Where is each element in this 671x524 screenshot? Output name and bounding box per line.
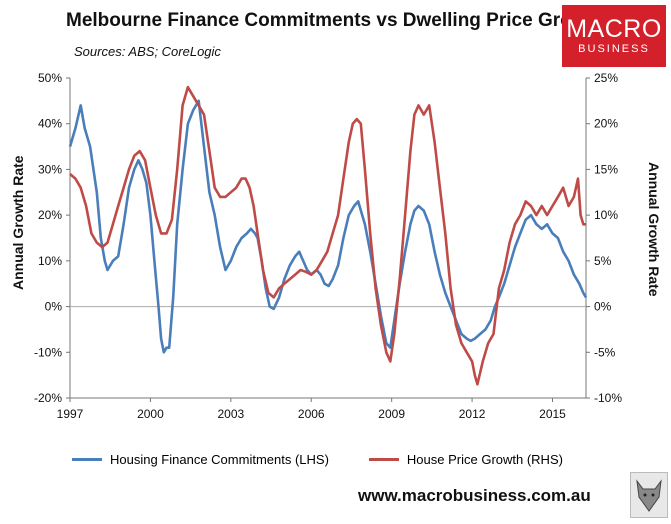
y-tick-label-left: -10% xyxy=(34,345,62,359)
y-tick-label-left: 0% xyxy=(45,300,63,314)
y-tick-label-left: -20% xyxy=(34,391,62,405)
macrobusiness-logo: MACRO BUSINESS xyxy=(562,5,666,67)
series-line-finance-commitments xyxy=(68,99,588,354)
y-tick-label-right: -10% xyxy=(594,391,622,405)
y-tick-label-left: 20% xyxy=(38,208,62,222)
y-tick-label-right: 15% xyxy=(594,162,618,176)
chart-legend: Housing Finance Commitments (LHS) House … xyxy=(72,452,563,467)
chart-title: Melbourne Finance Commitments vs Dwellin… xyxy=(66,10,605,31)
series-line-house-price-growth xyxy=(69,85,586,386)
y-tick-label-right: 20% xyxy=(594,117,618,131)
legend-label-price: House Price Growth (RHS) xyxy=(406,452,563,467)
website-url: www.macrobusiness.com.au xyxy=(358,486,591,505)
y-tick-label-right: -5% xyxy=(594,345,616,359)
y-tick-label-left: 40% xyxy=(38,117,62,131)
legend-swatch-blue xyxy=(72,458,102,461)
wolf-head-icon xyxy=(630,472,668,518)
legend-swatch-red xyxy=(368,458,399,461)
x-tick-label: 2006 xyxy=(298,407,325,421)
legend-label-finance: Housing Finance Commitments (LHS) xyxy=(110,452,329,467)
y-tick-label-left: 30% xyxy=(38,162,62,176)
chart-sources: Sources: ABS; CoreLogic xyxy=(74,44,221,59)
x-tick-label: 2009 xyxy=(378,407,405,421)
y-tick-label-left: 50% xyxy=(38,71,62,85)
logo-line-1: MACRO xyxy=(566,15,662,43)
x-tick-label: 2012 xyxy=(459,407,486,421)
legend-item-price: House Price Growth (RHS) xyxy=(368,452,563,467)
y-tick-label-right: 0% xyxy=(594,300,612,314)
y-tick-label-right: 5% xyxy=(594,254,612,268)
y-tick-label-right: 10% xyxy=(594,208,618,222)
y-tick-label-right: 25% xyxy=(594,71,618,85)
x-tick-label: 1997 xyxy=(57,407,84,421)
x-tick-label: 2015 xyxy=(539,407,566,421)
logo-line-2: BUSINESS xyxy=(578,43,650,55)
legend-item-finance: Housing Finance Commitments (LHS) xyxy=(72,452,329,467)
y-tick-label-left: 10% xyxy=(38,254,62,268)
x-tick-label: 2000 xyxy=(137,407,164,421)
x-tick-label: 2003 xyxy=(217,407,244,421)
chart-plot: -20% -10% 0% 10% 20% 30% 40% 50% -10% -5% 0% 5% 10% 1… xyxy=(34,71,622,421)
